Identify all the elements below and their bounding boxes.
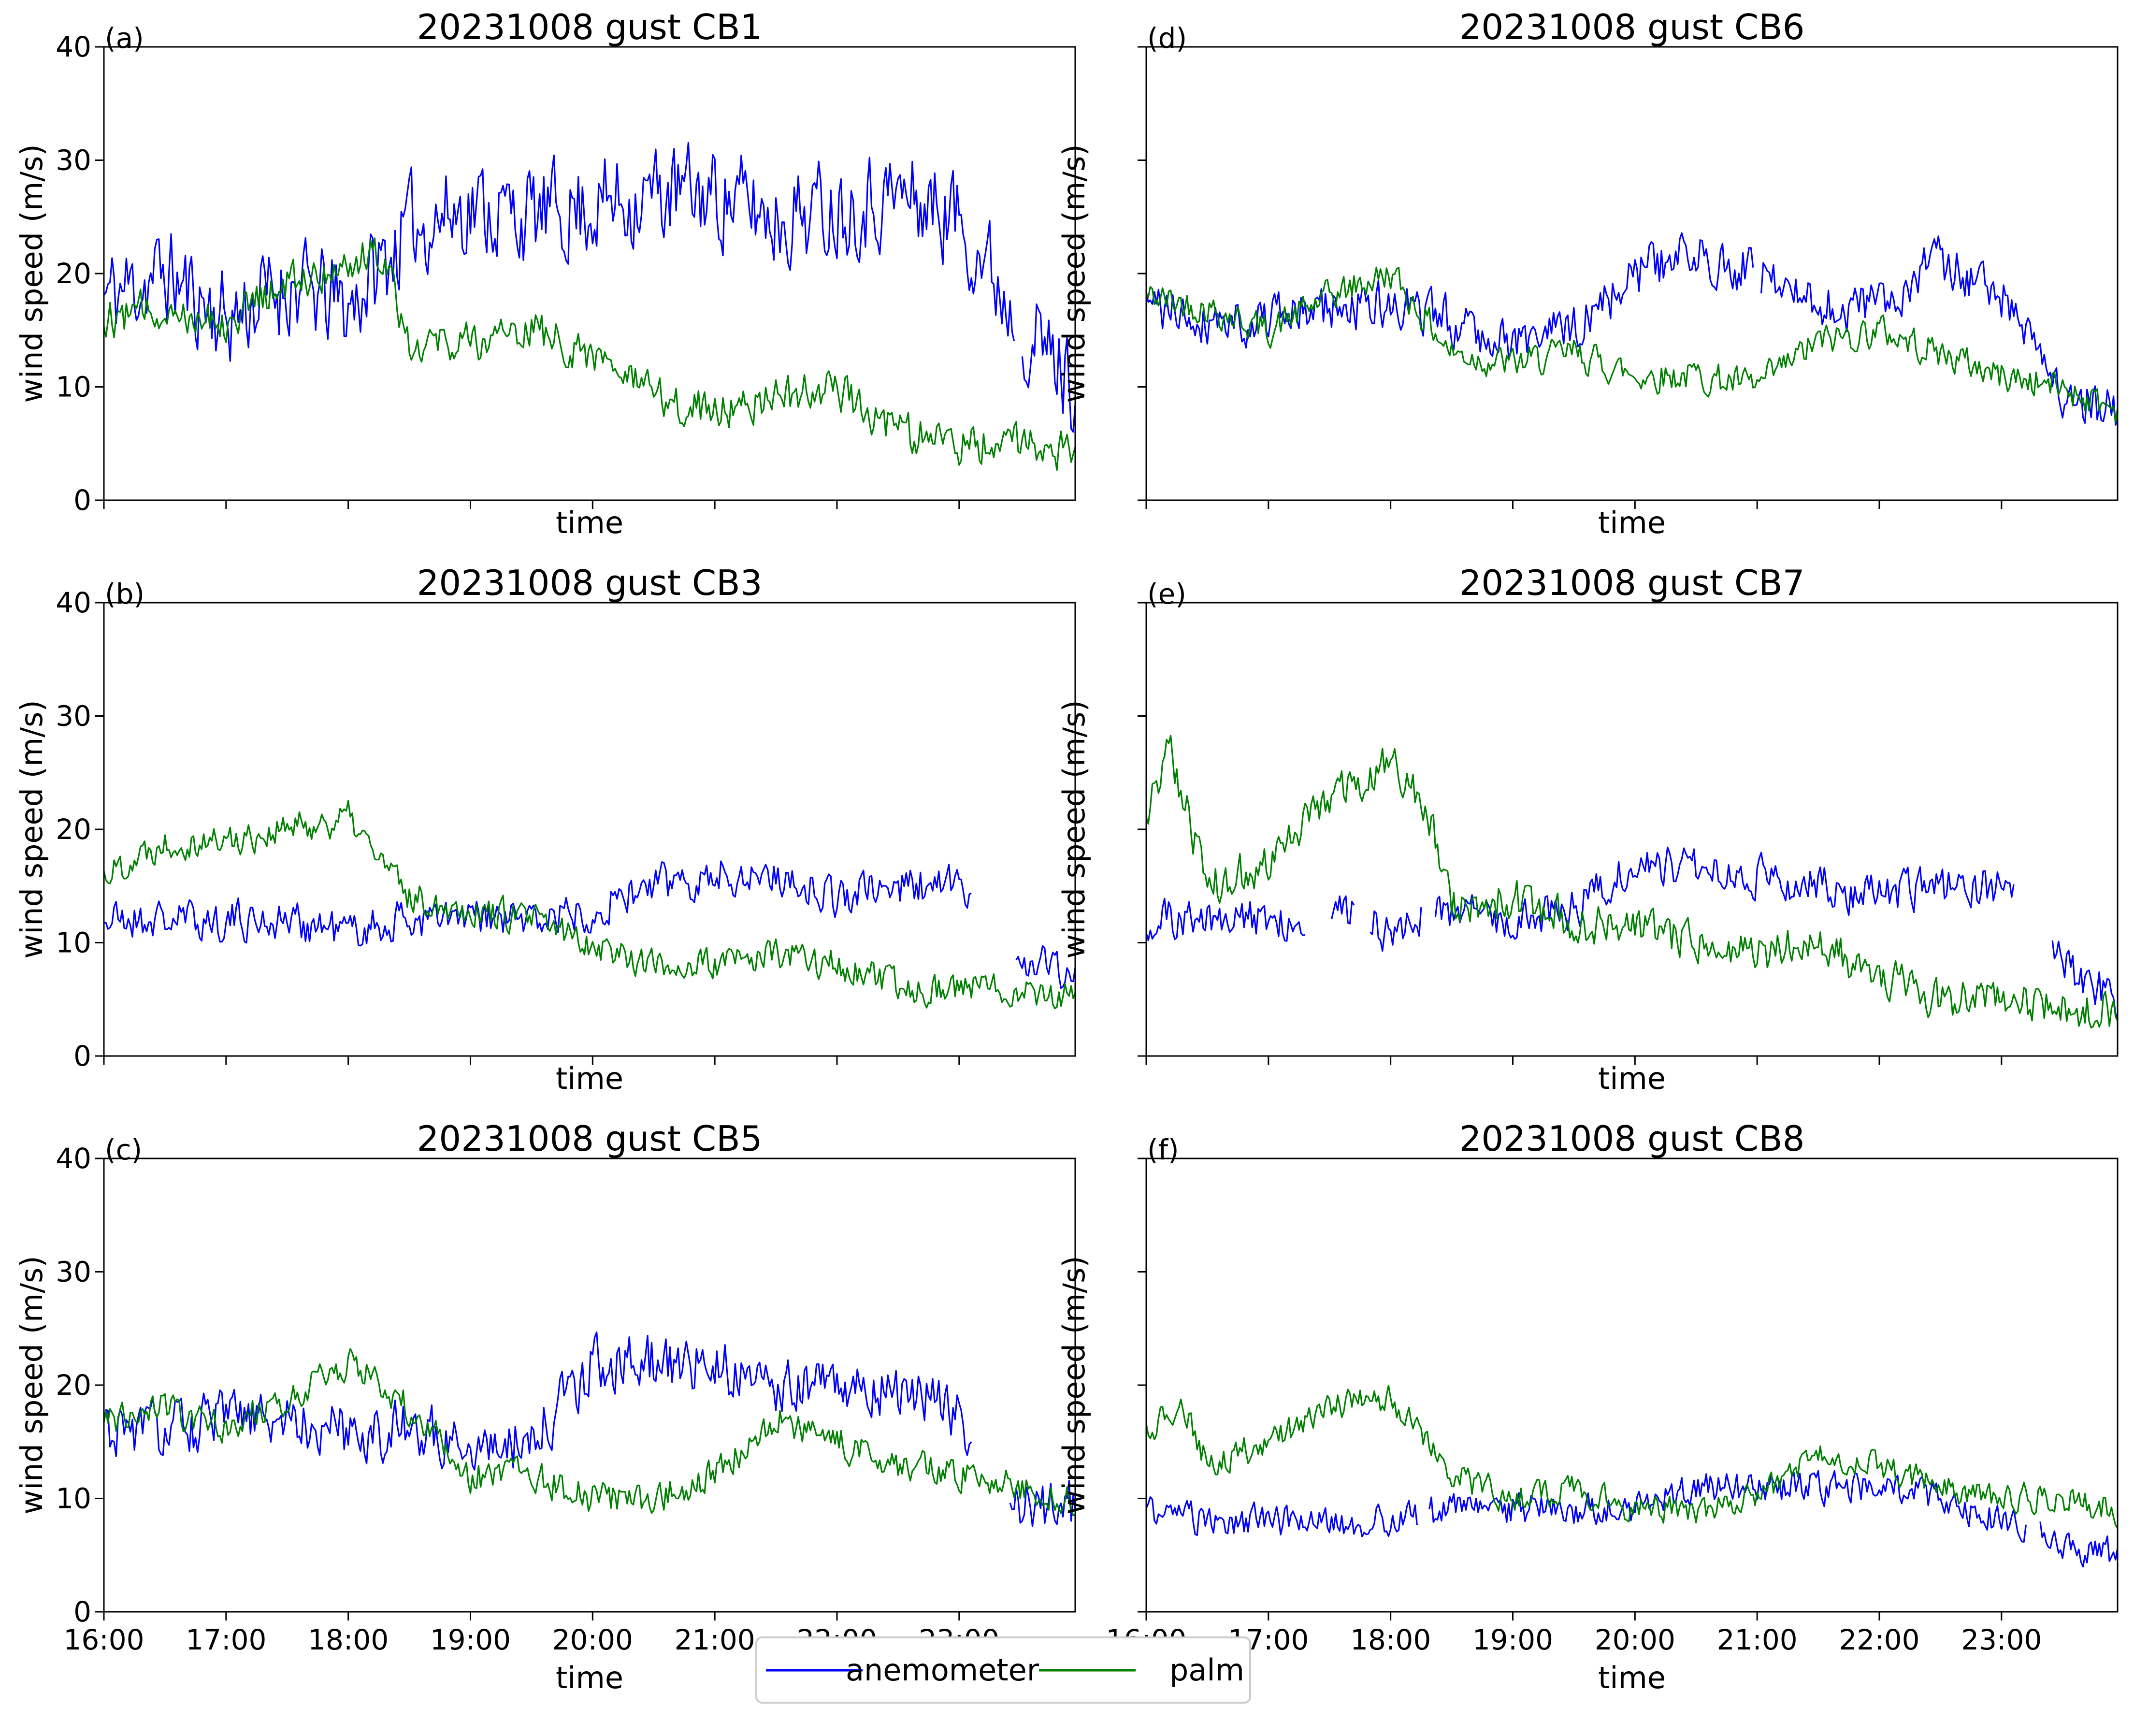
y-tick-label-c: 30: [56, 1256, 91, 1288]
x-tick-label-c: 18:00: [308, 1623, 389, 1656]
x-axis-label-e: time: [1598, 1061, 1666, 1096]
y-tick-label-a: 0: [73, 484, 91, 517]
panel-label-e: (e): [1147, 578, 1186, 610]
chart-title-f: 20231008 gust CB8: [1459, 1118, 1805, 1159]
chart-title-a: 20231008 gust CB1: [417, 7, 763, 47]
y-tick-label-a: 20: [56, 257, 91, 290]
panel-label-b: (b): [105, 578, 144, 610]
panel-f: 16:0017:0018:0019:0020:0021:0022:0023:00…: [1056, 1118, 2119, 1695]
y-axis-label-d: wind speed (m/s): [1056, 144, 1092, 403]
x-tick-label-c: 21:00: [675, 1623, 755, 1656]
x-axis-label-a: time: [556, 505, 623, 540]
y-tick-label-b: 30: [56, 700, 91, 733]
y-axis-label-c: wind speed (m/s): [14, 1256, 49, 1514]
y-tick-label-a: 10: [56, 371, 91, 404]
panel-d: 20231008 gust CB6 (d) time wind speed (m/s): [1056, 7, 2119, 540]
panel-label-a: (a): [105, 22, 144, 55]
panel-e: 20231008 gust CB7 (e) time wind speed (m/s): [1056, 563, 2119, 1096]
y-tick-label-b: 0: [73, 1040, 91, 1072]
x-axis-label-f: time: [1598, 1660, 1666, 1695]
x-axis-label-b: time: [556, 1061, 623, 1096]
series-anemometer-line-b: [104, 860, 1075, 989]
series-anemometer-line-f: [1146, 1470, 2118, 1568]
y-tick-label-b: 10: [56, 926, 91, 959]
chart-title-e: 20231008 gust CB7: [1459, 563, 1805, 603]
x-tick-label-f: 21:00: [1717, 1623, 1798, 1656]
series-palm-line-d: [1146, 266, 2118, 423]
x-tick-label-f: 23:00: [1961, 1623, 2042, 1656]
y-axis-label-f: wind speed (m/s): [1056, 1256, 1092, 1514]
y-tick-label-c: 10: [56, 1482, 91, 1515]
x-tick-label-c: 17:00: [186, 1623, 266, 1656]
y-tick-label-c: 0: [73, 1595, 91, 1628]
y-tick-label-a: 30: [56, 144, 91, 177]
x-tick-label-f: 18:00: [1350, 1623, 1431, 1656]
y-tick-label-b: 20: [56, 813, 91, 846]
y-tick-label-b: 40: [56, 586, 91, 619]
x-tick-label-c: 16:00: [63, 1623, 144, 1656]
panel-label-c: (c): [105, 1133, 142, 1166]
x-tick-label-f: 19:00: [1472, 1623, 1553, 1656]
y-tick-label-c: 20: [56, 1369, 91, 1402]
x-axis-label-d: time: [1598, 505, 1666, 540]
panel-b: 0 10 20 30 40 20231008 gust CB3 (b) time wind sp…: [14, 563, 1076, 1096]
series-palm-line-e: [1146, 735, 2118, 1029]
series-palm-line-f: [1146, 1385, 2118, 1529]
panel-label-f: (f): [1147, 1133, 1179, 1166]
series-anemometer-line-a: [104, 142, 1075, 433]
legend-label-palm: palm: [1169, 1652, 1244, 1688]
legend-label-anemometer: anemometer: [846, 1652, 1039, 1688]
x-tick-label-c: 20:00: [552, 1623, 633, 1656]
y-tick-label-c: 40: [56, 1142, 91, 1175]
x-tick-label-f: 20:00: [1595, 1623, 1675, 1656]
legend-frame: [755, 1636, 1251, 1704]
legend: anemometer palm: [755, 1636, 1251, 1704]
x-axis-label-c: time: [556, 1660, 623, 1695]
y-tick-label-a: 40: [56, 30, 91, 63]
series-palm-line-c: [104, 1348, 1075, 1517]
chart-title-b: 20231008 gust CB3: [417, 563, 763, 603]
series-palm-line-a: [104, 237, 1075, 471]
y-axis-label-b: wind speed (m/s): [14, 700, 49, 958]
x-tick-label-f: 22:00: [1839, 1623, 1919, 1656]
chart-title-c: 20231008 gust CB5: [417, 1118, 763, 1159]
panel-label-d: (d): [1147, 22, 1187, 55]
y-axis-label-a: wind speed (m/s): [14, 144, 49, 403]
chart-title-d: 20231008 gust CB6: [1459, 7, 1805, 47]
panels: 0 10 20 30 40 20231008 gust CB1 (a) time wind sp…: [14, 7, 2119, 1695]
series-anemometer-line-e: [1146, 846, 2118, 1021]
panel-a: 0 10 20 30 40 20231008 gust CB1 (a) time wind sp…: [14, 7, 1076, 540]
y-axis-label-e: wind speed (m/s): [1056, 700, 1092, 958]
series-palm-line-b: [104, 800, 1075, 1010]
x-tick-label-c: 19:00: [430, 1623, 511, 1656]
